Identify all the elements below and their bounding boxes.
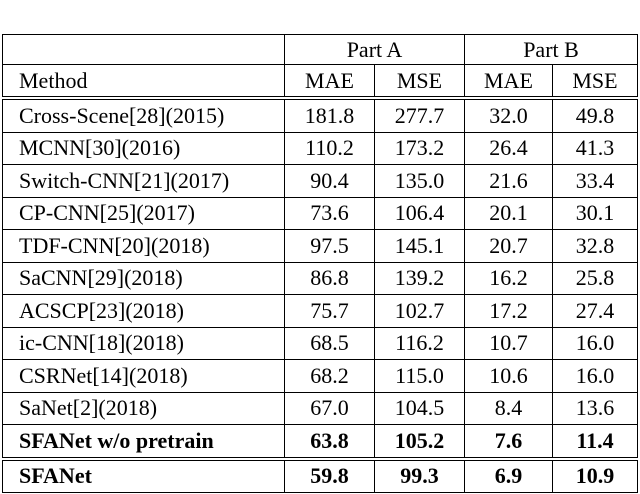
- column-header-row: Method MAE MSE MAE MSE: [2, 64, 638, 100]
- method-cell: SaNet[2](2018): [2, 391, 285, 425]
- value-cell: 20.7: [464, 229, 553, 263]
- value-cell: 97.5: [284, 229, 375, 263]
- table-row: ACSCP[23](2018) 75.7 102.7 17.2 27.4: [2, 294, 638, 328]
- value-cell: 16.0: [552, 359, 638, 393]
- method-cell: Cross-Scene[28](2015): [2, 97, 285, 133]
- value-cell: 10.9: [552, 458, 638, 493]
- value-cell: 16.0: [552, 326, 638, 360]
- column-header: MAE: [464, 64, 553, 100]
- value-cell: 75.7: [284, 294, 375, 328]
- value-cell: 7.6: [464, 424, 553, 461]
- value-cell: 73.6: [284, 196, 375, 230]
- table-row: TDF-CNN[20](2018) 97.5 145.1 20.7 32.8: [2, 229, 638, 263]
- column-header: MSE: [374, 64, 465, 100]
- method-cell: SaCNN[29](2018): [2, 261, 285, 295]
- value-cell: 116.2: [374, 326, 465, 360]
- table-row: SFANet 59.8 99.3 6.9 10.9: [2, 458, 638, 493]
- value-cell: 26.4: [464, 131, 553, 165]
- method-cell: CP-CNN[25](2017): [2, 196, 285, 230]
- value-cell: 277.7: [374, 97, 465, 133]
- value-cell: 110.2: [284, 131, 375, 165]
- value-cell: 27.4: [552, 294, 638, 328]
- value-cell: 63.8: [284, 424, 375, 461]
- value-cell: 8.4: [464, 391, 553, 425]
- table-row: CSRNet[14](2018) 68.2 115.0 10.6 16.0: [2, 359, 638, 393]
- value-cell: 21.6: [464, 164, 553, 198]
- value-cell: 104.5: [374, 391, 465, 425]
- table-row: SaNet[2](2018) 67.0 104.5 8.4 13.6: [2, 391, 638, 425]
- value-cell: 20.1: [464, 196, 553, 230]
- value-cell: 13.6: [552, 391, 638, 425]
- method-cell: CSRNet[14](2018): [2, 359, 285, 393]
- table-row: MCNN[30](2016) 110.2 173.2 26.4 41.3: [2, 131, 638, 165]
- value-cell: 30.1: [552, 196, 638, 230]
- value-cell: 181.8: [284, 97, 375, 133]
- method-cell: ACSCP[23](2018): [2, 294, 285, 328]
- value-cell: 11.4: [552, 424, 638, 461]
- value-cell: 90.4: [284, 164, 375, 198]
- value-cell: 106.4: [374, 196, 465, 230]
- table-row: CP-CNN[25](2017) 73.6 106.4 20.1 30.1: [2, 196, 638, 230]
- value-cell: 17.2: [464, 294, 553, 328]
- value-cell: 33.4: [552, 164, 638, 198]
- value-cell: 41.3: [552, 131, 638, 165]
- group-header: Part B: [464, 34, 638, 65]
- results-table: Part A Part B Method MAE MSE MAE MSE Cross-S…: [2, 34, 638, 493]
- table-row: SFANet w/o pretrain 63.8 105.2 7.6 11.4: [2, 424, 638, 461]
- value-cell: 6.9: [464, 458, 553, 493]
- group-header-row: Part A Part B: [2, 34, 638, 65]
- table-body: Part A Part B Method MAE MSE MAE MSE Cross-S…: [2, 34, 638, 493]
- value-cell: 139.2: [374, 261, 465, 295]
- value-cell: 135.0: [374, 164, 465, 198]
- value-cell: 173.2: [374, 131, 465, 165]
- value-cell: 105.2: [374, 424, 465, 461]
- column-header: Method: [2, 64, 285, 100]
- table-row: SaCNN[29](2018) 86.8 139.2 16.2 25.8: [2, 261, 638, 295]
- value-cell: 145.1: [374, 229, 465, 263]
- method-cell: ic-CNN[18](2018): [2, 326, 285, 360]
- table-row: Switch-CNN[21](2017) 90.4 135.0 21.6 33.4: [2, 164, 638, 198]
- value-cell: 32.0: [464, 97, 553, 133]
- column-header: MAE: [284, 64, 375, 100]
- value-cell: 32.8: [552, 229, 638, 263]
- method-cell: TDF-CNN[20](2018): [2, 229, 285, 263]
- value-cell: 67.0: [284, 391, 375, 425]
- value-cell: 10.7: [464, 326, 553, 360]
- table-row: Cross-Scene[28](2015) 181.8 277.7 32.0 49.8: [2, 97, 638, 133]
- column-header: MSE: [552, 64, 638, 100]
- method-cell: SFANet: [2, 458, 285, 493]
- value-cell: 102.7: [374, 294, 465, 328]
- method-cell: MCNN[30](2016): [2, 131, 285, 165]
- value-cell: 16.2: [464, 261, 553, 295]
- value-cell: 49.8: [552, 97, 638, 133]
- value-cell: 25.8: [552, 261, 638, 295]
- empty-cell: [2, 34, 285, 65]
- value-cell: 68.2: [284, 359, 375, 393]
- value-cell: 99.3: [374, 458, 465, 493]
- table-row: ic-CNN[18](2018) 68.5 116.2 10.7 16.0: [2, 326, 638, 360]
- value-cell: 10.6: [464, 359, 553, 393]
- value-cell: 59.8: [284, 458, 375, 493]
- value-cell: 68.5: [284, 326, 375, 360]
- method-cell: SFANet w/o pretrain: [2, 424, 285, 461]
- value-cell: 86.8: [284, 261, 375, 295]
- group-header: Part A: [284, 34, 465, 65]
- value-cell: 115.0: [374, 359, 465, 393]
- method-cell: Switch-CNN[21](2017): [2, 164, 285, 198]
